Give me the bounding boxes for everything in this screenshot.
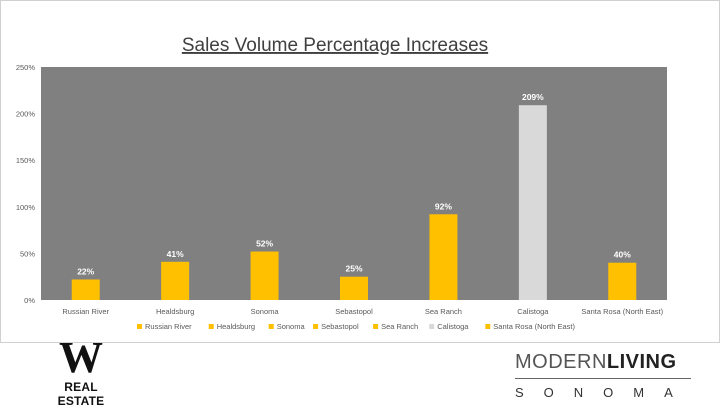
bars: 22% 41% 52% 25% 92% 209% 40% [71, 92, 637, 300]
chart-frame: Sales Volume Percentage Increases 0% 50% 1… [0, 0, 720, 343]
legend-label: Russian River [145, 322, 192, 331]
legend-swatch [485, 324, 491, 329]
legend: Russian River Healdsburg Sonoma Sebastopol S… [137, 322, 576, 331]
legend-swatch [208, 324, 214, 329]
living-word: LIVING [606, 351, 677, 373]
bar-value-label: 25% [345, 264, 362, 274]
modern-living-logo: MODERNLIVING SONOMA [515, 350, 691, 400]
w-logo-letter: W [59, 333, 103, 382]
y-axis: 0% 50% 100% 150% 200% 250% [16, 63, 36, 305]
bar [340, 276, 368, 300]
modern-living-wordmark: MODERNLIVING [515, 350, 691, 374]
legend-label: Sea Ranch [381, 322, 418, 331]
legend-swatch [313, 324, 319, 329]
y-tick-label: 200% [16, 110, 36, 119]
x-tick-label: Russian River [62, 307, 109, 316]
y-tick-label: 0% [24, 296, 35, 305]
bar-value-label: 40% [614, 250, 631, 260]
plot-area [41, 67, 667, 300]
legend-label: Sebastopol [321, 322, 359, 331]
bar-chart: Sales Volume Percentage Increases 0% 50% 1… [0, 0, 720, 343]
y-tick-label: 150% [16, 156, 36, 165]
y-tick-label: 100% [16, 203, 36, 212]
bar-value-label: 41% [167, 249, 184, 259]
legend-swatch [268, 324, 274, 329]
logo-divider [515, 378, 691, 379]
sonoma-subtitle: SONOMA [515, 385, 693, 400]
x-axis: Russian River Healdsburg Sonoma Sebastopol S… [62, 307, 663, 316]
bar [429, 214, 458, 300]
modern-word: MODERN [515, 351, 607, 373]
w-logo-text: REAL ESTATE [57, 380, 105, 408]
legend-label: Calistoga [437, 322, 469, 331]
legend-swatch [137, 324, 142, 329]
x-tick-label: Sonoma [251, 307, 280, 316]
bar [71, 279, 100, 300]
bar [161, 261, 190, 300]
x-tick-label: Sebastopol [335, 307, 373, 316]
bar [518, 105, 547, 300]
x-tick-label: Santa Rosa (North East) [581, 307, 663, 316]
bar [250, 251, 279, 300]
y-tick-label: 250% [16, 63, 36, 72]
y-tick-label: 50% [20, 249, 35, 258]
bar-value-label: 209% [522, 92, 544, 102]
legend-swatch [373, 324, 379, 329]
legend-swatch [429, 324, 435, 329]
chart-title: Sales Volume Percentage Increases [182, 35, 488, 56]
bar-value-label: 52% [256, 239, 273, 249]
x-tick-label: Healdsburg [156, 307, 194, 316]
bar [608, 262, 637, 300]
legend-label: Sonoma [277, 322, 306, 331]
w-real-estate-logo: W REAL ESTATE [46, 333, 116, 408]
bar-value-label: 22% [77, 266, 94, 276]
bar-value-label: 92% [435, 201, 452, 211]
legend-label: Healdsburg [217, 322, 255, 331]
x-tick-label: Sea Ranch [425, 307, 462, 316]
legend-label: Santa Rosa (North East) [493, 322, 575, 331]
x-tick-label: Calistoga [517, 307, 549, 316]
